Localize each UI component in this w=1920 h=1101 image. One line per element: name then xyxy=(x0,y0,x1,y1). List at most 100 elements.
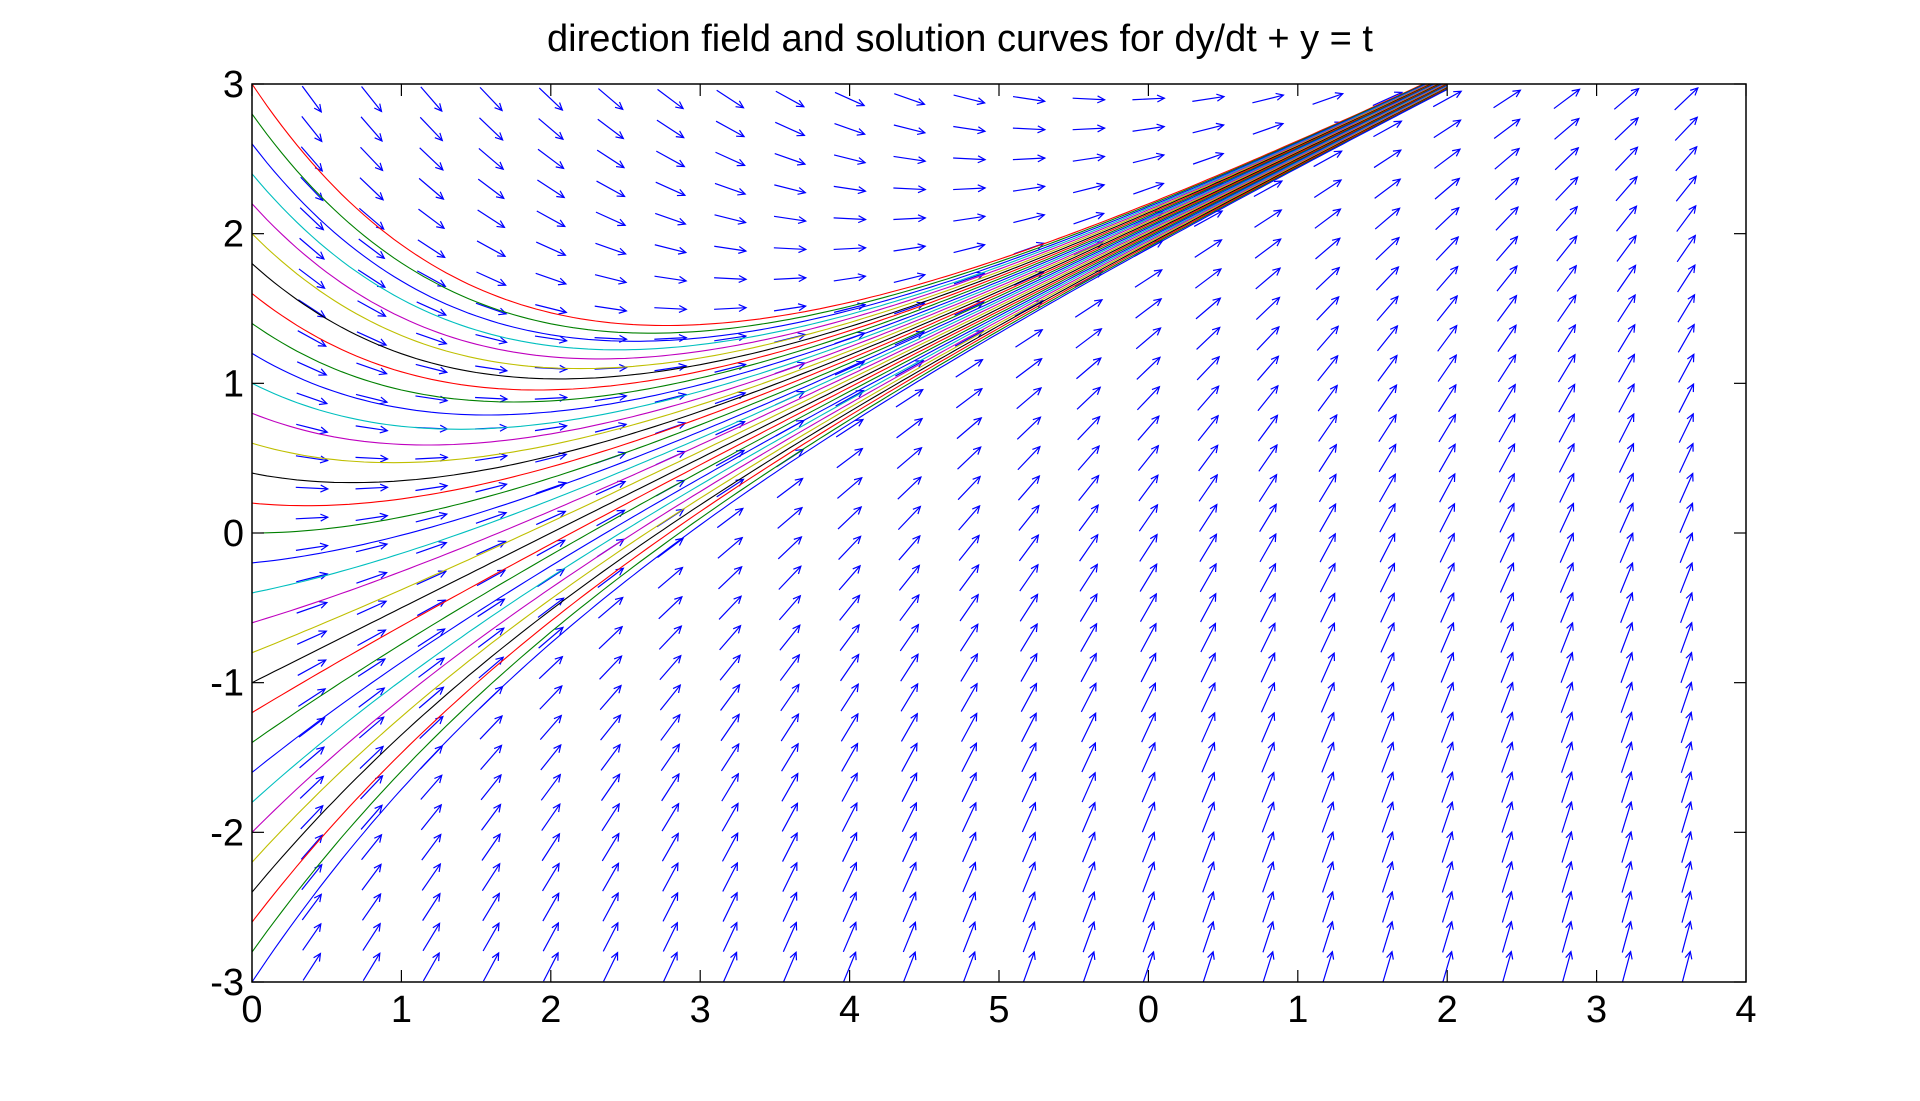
field-arrow xyxy=(1192,152,1225,165)
field-arrow xyxy=(1258,443,1278,472)
field-arrow xyxy=(1559,532,1575,563)
field-arrow xyxy=(1381,830,1395,863)
field-arrow xyxy=(359,745,385,769)
field-arrow xyxy=(835,418,865,438)
field-arrow xyxy=(1501,830,1514,863)
field-arrow xyxy=(1674,86,1699,111)
field-arrow xyxy=(420,774,443,800)
field-arrow xyxy=(1072,153,1106,162)
field-arrow xyxy=(476,569,507,587)
field-arrow xyxy=(300,804,324,830)
field-arrow xyxy=(1134,269,1163,288)
field-arrow xyxy=(298,299,327,318)
field-arrow xyxy=(295,484,330,493)
solution-curve xyxy=(252,84,1448,684)
field-arrow xyxy=(1437,324,1458,352)
field-arrow xyxy=(714,304,748,313)
field-arrow xyxy=(1436,265,1459,292)
field-arrow xyxy=(415,453,449,462)
field-arrow xyxy=(1012,154,1047,163)
field-arrow xyxy=(1680,681,1693,713)
field-arrow xyxy=(1079,563,1099,592)
field-arrow xyxy=(534,335,568,344)
field-arrow xyxy=(1082,950,1096,982)
field-arrow xyxy=(1380,681,1395,713)
field-arrow xyxy=(420,86,443,113)
field-arrow xyxy=(960,712,978,742)
field-arrow xyxy=(1380,592,1395,623)
field-arrow xyxy=(777,535,803,560)
field-arrow xyxy=(534,422,568,432)
field-arrow xyxy=(1012,125,1047,134)
field-arrow xyxy=(1017,474,1041,501)
field-arrow xyxy=(1075,327,1103,349)
field-arrow xyxy=(597,596,624,619)
field-arrow xyxy=(960,682,978,712)
field-arrow xyxy=(1080,622,1098,652)
field-arrow xyxy=(895,359,925,377)
field-arrow xyxy=(953,125,987,135)
field-arrow xyxy=(361,86,383,113)
field-arrow xyxy=(1560,591,1574,623)
field-arrow xyxy=(355,393,389,405)
y-tick-label: -3 xyxy=(210,962,244,1004)
field-arrow xyxy=(1373,149,1403,169)
field-arrow xyxy=(1561,890,1574,923)
field-arrow xyxy=(1198,473,1219,502)
field-arrow xyxy=(482,922,500,952)
field-arrow xyxy=(1615,175,1638,202)
field-arrow xyxy=(893,185,927,194)
field-arrow xyxy=(1434,148,1462,169)
field-arrow xyxy=(295,455,329,464)
field-arrow xyxy=(1381,860,1395,893)
field-arrow xyxy=(1440,711,1455,743)
field-arrow xyxy=(1494,176,1520,201)
field-arrow xyxy=(1498,383,1516,413)
field-arrow xyxy=(1556,235,1578,262)
field-arrow xyxy=(419,715,444,740)
field-arrow xyxy=(479,86,504,112)
field-arrow xyxy=(476,540,507,556)
field-arrow xyxy=(356,600,388,615)
field-arrow xyxy=(958,534,980,561)
field-arrow xyxy=(1137,415,1160,441)
field-arrow xyxy=(1140,682,1157,713)
field-arrow xyxy=(1680,770,1693,803)
field-arrow xyxy=(1142,831,1156,863)
field-arrow xyxy=(774,184,807,195)
field-arrow xyxy=(1198,444,1219,472)
field-arrow xyxy=(1496,294,1518,322)
field-arrow xyxy=(479,117,504,141)
field-arrow xyxy=(595,242,627,256)
field-arrow xyxy=(1194,239,1223,258)
solution-curve xyxy=(252,84,1427,334)
field-arrow xyxy=(602,891,619,922)
field-arrow xyxy=(1561,920,1574,953)
field-arrow xyxy=(298,688,327,707)
solution-curve xyxy=(252,84,1432,370)
field-arrow xyxy=(1621,890,1633,923)
field-arrow xyxy=(897,476,922,500)
field-arrow xyxy=(535,510,567,526)
field-arrow xyxy=(477,627,505,648)
field-arrow xyxy=(355,483,389,492)
field-arrow xyxy=(1262,890,1275,923)
field-arrow xyxy=(1022,920,1036,953)
field-arrow xyxy=(720,713,740,742)
field-arrow xyxy=(299,207,325,231)
field-arrow xyxy=(1557,294,1577,323)
field-arrow xyxy=(1440,681,1455,713)
field-arrow xyxy=(1496,264,1518,292)
x-tick-label: 4 xyxy=(1735,989,1756,1031)
field-arrow xyxy=(1320,622,1336,653)
field-arrow xyxy=(1255,296,1281,320)
field-arrow xyxy=(1441,860,1454,893)
field-arrow xyxy=(654,275,688,284)
field-arrow xyxy=(1318,443,1338,472)
field-arrow xyxy=(1618,353,1636,383)
field-arrow xyxy=(1195,268,1223,289)
field-arrow xyxy=(1256,355,1280,381)
field-arrow xyxy=(418,177,445,201)
field-arrow xyxy=(721,802,739,832)
field-arrow xyxy=(1196,326,1221,350)
